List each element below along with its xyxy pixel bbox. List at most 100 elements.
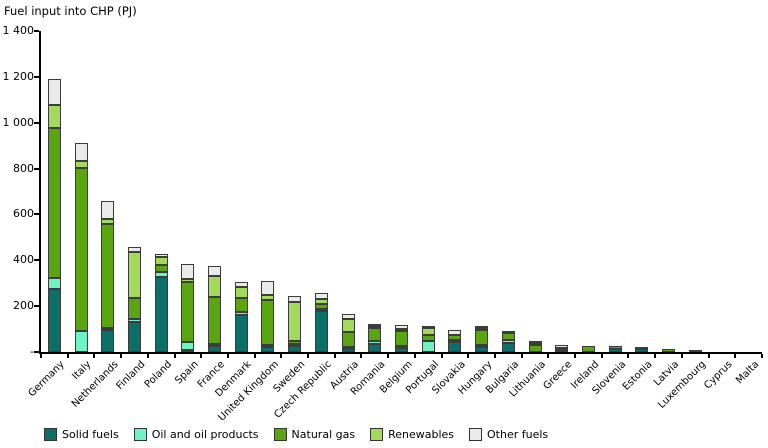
bar-segment-other-fuels xyxy=(421,326,435,328)
bar-segment-solid-fuels xyxy=(234,315,248,352)
bar-segment-other-fuels xyxy=(288,296,302,302)
bar-segment-other-fuels xyxy=(555,345,569,348)
legend-label-renewables: Renewables xyxy=(388,428,455,441)
bar-segment-oil-and-oil-products xyxy=(261,345,275,347)
y-tick-label: 800 xyxy=(13,161,34,175)
bar-segment-renewables xyxy=(208,276,222,297)
bar-slovakia xyxy=(448,330,462,352)
legend: Solid fuels Oil and oil products Natural g… xyxy=(44,428,548,441)
bar-spain xyxy=(181,264,195,352)
bar-segment-oil-and-oil-products xyxy=(101,328,115,330)
bar-segment-natural-gas xyxy=(234,298,248,312)
bar-segment-renewables xyxy=(395,329,408,331)
legend-item-natural-gas: Natural gas xyxy=(273,428,355,441)
x-tick xyxy=(654,354,657,358)
bar-segment-renewables xyxy=(127,252,141,298)
bar-ireland xyxy=(581,346,595,352)
bar-segment-renewables xyxy=(101,219,115,224)
bar-segment-oil-and-oil-products xyxy=(314,309,328,311)
y-tick-label: 1 200 xyxy=(2,69,35,83)
x-axis-line xyxy=(39,352,762,354)
bar-segment-natural-gas xyxy=(448,335,462,340)
bar-segment-oil-and-oil-products xyxy=(154,272,168,277)
bar-segment-oil-and-oil-products xyxy=(341,347,355,349)
bar-segment-oil-and-oil-products xyxy=(475,345,489,347)
renewables-swatch xyxy=(370,428,384,441)
bar-segment-natural-gas xyxy=(181,282,195,342)
bar-segment-natural-gas xyxy=(421,335,435,341)
bar-segment-renewables xyxy=(288,302,302,341)
bar-segment-oil-and-oil-products xyxy=(234,312,248,315)
x-tick xyxy=(680,354,683,358)
y-tick-label: 1 000 xyxy=(2,115,35,129)
y-tick xyxy=(34,259,39,262)
bar-segment-natural-gas xyxy=(395,331,408,346)
bar-segment-solid-fuels xyxy=(261,347,275,352)
bar-segment-renewables xyxy=(74,161,88,168)
bar-segment-other-fuels xyxy=(101,201,115,219)
bar-segment-natural-gas xyxy=(154,265,168,272)
bar-segment-natural-gas xyxy=(608,346,622,349)
bar-segment-natural-gas xyxy=(501,333,515,340)
bar-segment-renewables xyxy=(368,326,382,328)
y-tick-label: 400 xyxy=(13,253,34,267)
bar-segment-other-fuels xyxy=(395,325,408,329)
x-tick xyxy=(467,354,470,358)
bar-segment-natural-gas xyxy=(74,168,88,331)
y-tick xyxy=(34,75,39,78)
x-tick xyxy=(146,354,149,358)
x-tick xyxy=(520,354,523,358)
bar-segment-other-fuels xyxy=(261,281,275,295)
x-tick xyxy=(200,354,203,358)
x-tick xyxy=(627,354,630,358)
x-label-poland: Poland xyxy=(142,359,174,391)
bar-segment-solid-fuels xyxy=(47,289,61,352)
bar-segment-solid-fuels xyxy=(341,349,355,352)
bar-segment-other-fuels xyxy=(368,324,382,326)
bar-united-kingdom xyxy=(261,281,275,352)
bar-estonia xyxy=(635,347,649,352)
y-tick-label: - xyxy=(30,345,34,358)
y-tick xyxy=(34,305,39,308)
bar-segment-oil-and-oil-products xyxy=(47,278,61,289)
bar-segment-oil-and-oil-products xyxy=(395,346,408,348)
x-tick xyxy=(387,354,390,358)
x-tick xyxy=(707,354,710,358)
bar-segment-solid-fuels xyxy=(368,344,382,352)
bar-segment-other-fuels xyxy=(314,293,328,299)
bar-hungary xyxy=(475,326,489,352)
bar-segment-oil-and-oil-products xyxy=(74,331,88,352)
bar-segment-other-fuels xyxy=(341,314,355,319)
bar-segment-natural-gas xyxy=(581,346,595,352)
x-tick xyxy=(253,354,256,358)
bar-segment-natural-gas xyxy=(528,345,542,352)
x-tick xyxy=(547,354,550,358)
y-tick xyxy=(34,351,39,353)
bar-segment-solid-fuels xyxy=(395,348,408,352)
y-tick xyxy=(34,121,39,124)
bar-austria xyxy=(341,314,355,352)
y-tick xyxy=(34,167,39,170)
bar-segment-solid-fuels xyxy=(101,330,115,352)
y-axis-line xyxy=(39,31,41,354)
bar-segment-other-fuels xyxy=(47,79,61,105)
bar-poland xyxy=(154,254,168,352)
y-tick xyxy=(34,213,39,216)
bar-segment-natural-gas xyxy=(555,348,569,350)
legend-item-oil-and-oil-products: Oil and oil products xyxy=(133,428,259,441)
bar-segment-natural-gas xyxy=(688,350,702,352)
bar-segment-natural-gas xyxy=(127,298,141,319)
legend-item-renewables: Renewables xyxy=(370,428,454,441)
bar-segment-oil-and-oil-products xyxy=(288,344,302,346)
bar-segment-solid-fuels xyxy=(501,343,515,352)
bar-segment-renewables xyxy=(421,328,435,335)
x-label-italy: Italy xyxy=(70,359,94,383)
bar-segment-renewables xyxy=(528,343,542,345)
other-fuels-swatch xyxy=(469,428,483,441)
bar-slovenia xyxy=(608,346,622,352)
bar-segment-other-fuels xyxy=(127,247,141,252)
bar-segment-natural-gas xyxy=(101,224,115,328)
bar-segment-solid-fuels xyxy=(208,346,222,352)
bar-bulgaria xyxy=(501,331,515,352)
